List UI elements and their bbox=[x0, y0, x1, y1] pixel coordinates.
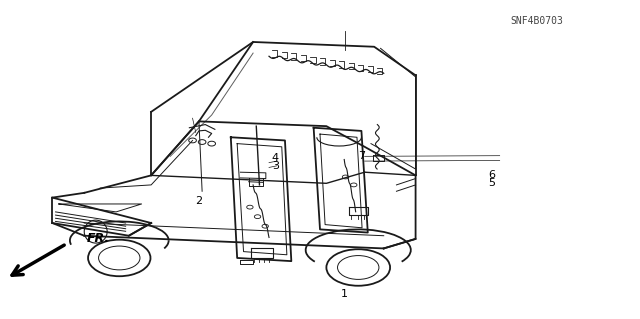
Text: 3: 3 bbox=[272, 161, 279, 171]
Text: 4: 4 bbox=[272, 153, 279, 163]
Text: 1: 1 bbox=[340, 289, 348, 300]
Text: 2: 2 bbox=[195, 196, 202, 206]
Text: 7: 7 bbox=[358, 151, 365, 161]
Text: 5: 5 bbox=[488, 178, 495, 188]
Text: 6: 6 bbox=[488, 170, 495, 180]
Text: FR.: FR. bbox=[86, 232, 109, 245]
Text: SNF4B0703: SNF4B0703 bbox=[510, 16, 563, 26]
